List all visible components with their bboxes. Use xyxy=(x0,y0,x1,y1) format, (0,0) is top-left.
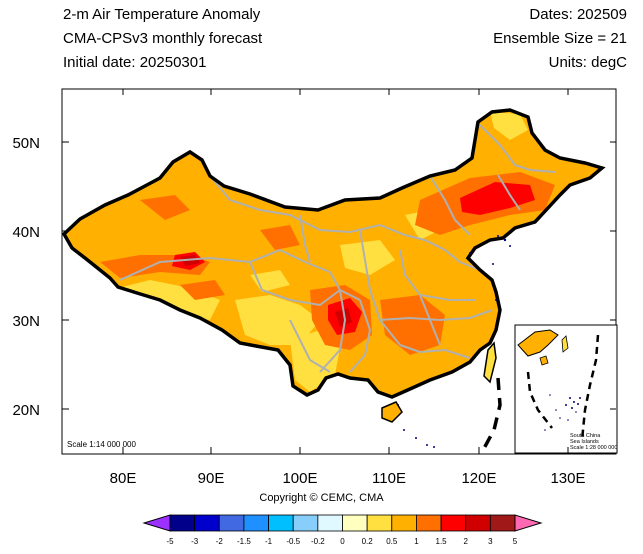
colorbar-swatch xyxy=(366,514,393,532)
colorbar-swatch xyxy=(317,514,343,532)
colorbar-label: -3 xyxy=(191,537,199,546)
colorbar-swatch xyxy=(194,514,220,532)
copyright: Copyright © CEMC, CMA xyxy=(259,492,384,504)
hainan-island xyxy=(381,401,403,423)
taiwan-island xyxy=(483,341,497,384)
colorbar-label: -1 xyxy=(265,537,273,546)
colorbar-label: 0.5 xyxy=(386,537,398,546)
lon-tick-label: 110E xyxy=(372,470,406,487)
inset-label-line3: Scale 1:28 000 000 xyxy=(570,445,618,451)
nine-dash-line xyxy=(480,377,502,453)
inset-label-line2: Sea Islands xyxy=(570,439,599,445)
colorbar-swatch xyxy=(416,514,442,532)
colorbar-label: -2 xyxy=(216,537,224,546)
ensemble-size: Ensemble Size = 21 xyxy=(493,30,627,47)
colorbar-swatch xyxy=(465,514,491,532)
colorbar-swatch xyxy=(268,514,294,532)
colorbar-swatch xyxy=(243,514,269,532)
colorbar-label: 1.5 xyxy=(436,537,448,546)
colorbar-label: -0.5 xyxy=(286,537,300,546)
lon-tick-labels: 80E 90E 100E 110E 120E 130E xyxy=(110,470,586,487)
colorbar-label: 0 xyxy=(340,537,345,546)
colorbar-swatch xyxy=(218,514,245,532)
colorbar-swatch xyxy=(489,514,516,532)
lat-tick-labels: 50N 40N 30N 20N xyxy=(12,135,40,419)
lon-tick-label: 100E xyxy=(282,470,317,487)
colorbar-swatch xyxy=(391,514,417,532)
lat-tick-label: 40N xyxy=(12,224,40,241)
inset-label-line1: South China xyxy=(570,433,601,439)
initial-date: Initial date: 20250301 xyxy=(63,54,207,71)
colorbar-swatch xyxy=(292,514,319,532)
units-label: Units: degC xyxy=(548,54,627,71)
colorbar-label: -5 xyxy=(166,537,174,546)
colorbar-label: 2 xyxy=(463,537,468,546)
colorbar-swatch xyxy=(169,514,196,532)
scale-text: Scale 1:14 000 000 xyxy=(67,440,136,449)
colorbar-label: -0.2 xyxy=(311,537,325,546)
colorbar-swatch xyxy=(342,514,368,532)
colorbar-upper-arrow xyxy=(514,514,543,532)
lat-tick-label: 30N xyxy=(12,313,40,330)
colorbar-lower-arrow xyxy=(142,514,171,532)
colorbar: -5 -3 -2 -1.5 -1 -0.5 -0.2 0 0.2 0.5 1 1.5 2 3 5 xyxy=(142,514,543,546)
inset-map xyxy=(514,324,618,454)
coastline-dots xyxy=(397,235,511,448)
lat-tick-label: 50N xyxy=(12,135,40,152)
lon-tick-label: 120E xyxy=(461,470,496,487)
colorbar-label: -1.5 xyxy=(237,537,251,546)
lat-tick-label: 20N xyxy=(12,402,40,419)
province-boundaries xyxy=(119,124,556,373)
model-name: CMA-CPSv3 monthly forecast xyxy=(63,30,263,47)
colorbar-label: 3 xyxy=(488,537,493,546)
forecast-dates: Dates: 202509 xyxy=(529,6,627,23)
colorbar-label: 0.2 xyxy=(362,537,374,546)
colorbar-label: 5 xyxy=(513,537,518,546)
axis-ticks xyxy=(62,89,616,454)
lon-tick-label: 90E xyxy=(198,470,225,487)
lon-tick-label: 80E xyxy=(110,470,137,487)
colorbar-swatch xyxy=(440,514,467,532)
colorbar-label: 1 xyxy=(414,537,419,546)
map-title: 2-m Air Temperature Anomaly xyxy=(63,6,261,23)
lon-tick-label: 130E xyxy=(550,470,585,487)
